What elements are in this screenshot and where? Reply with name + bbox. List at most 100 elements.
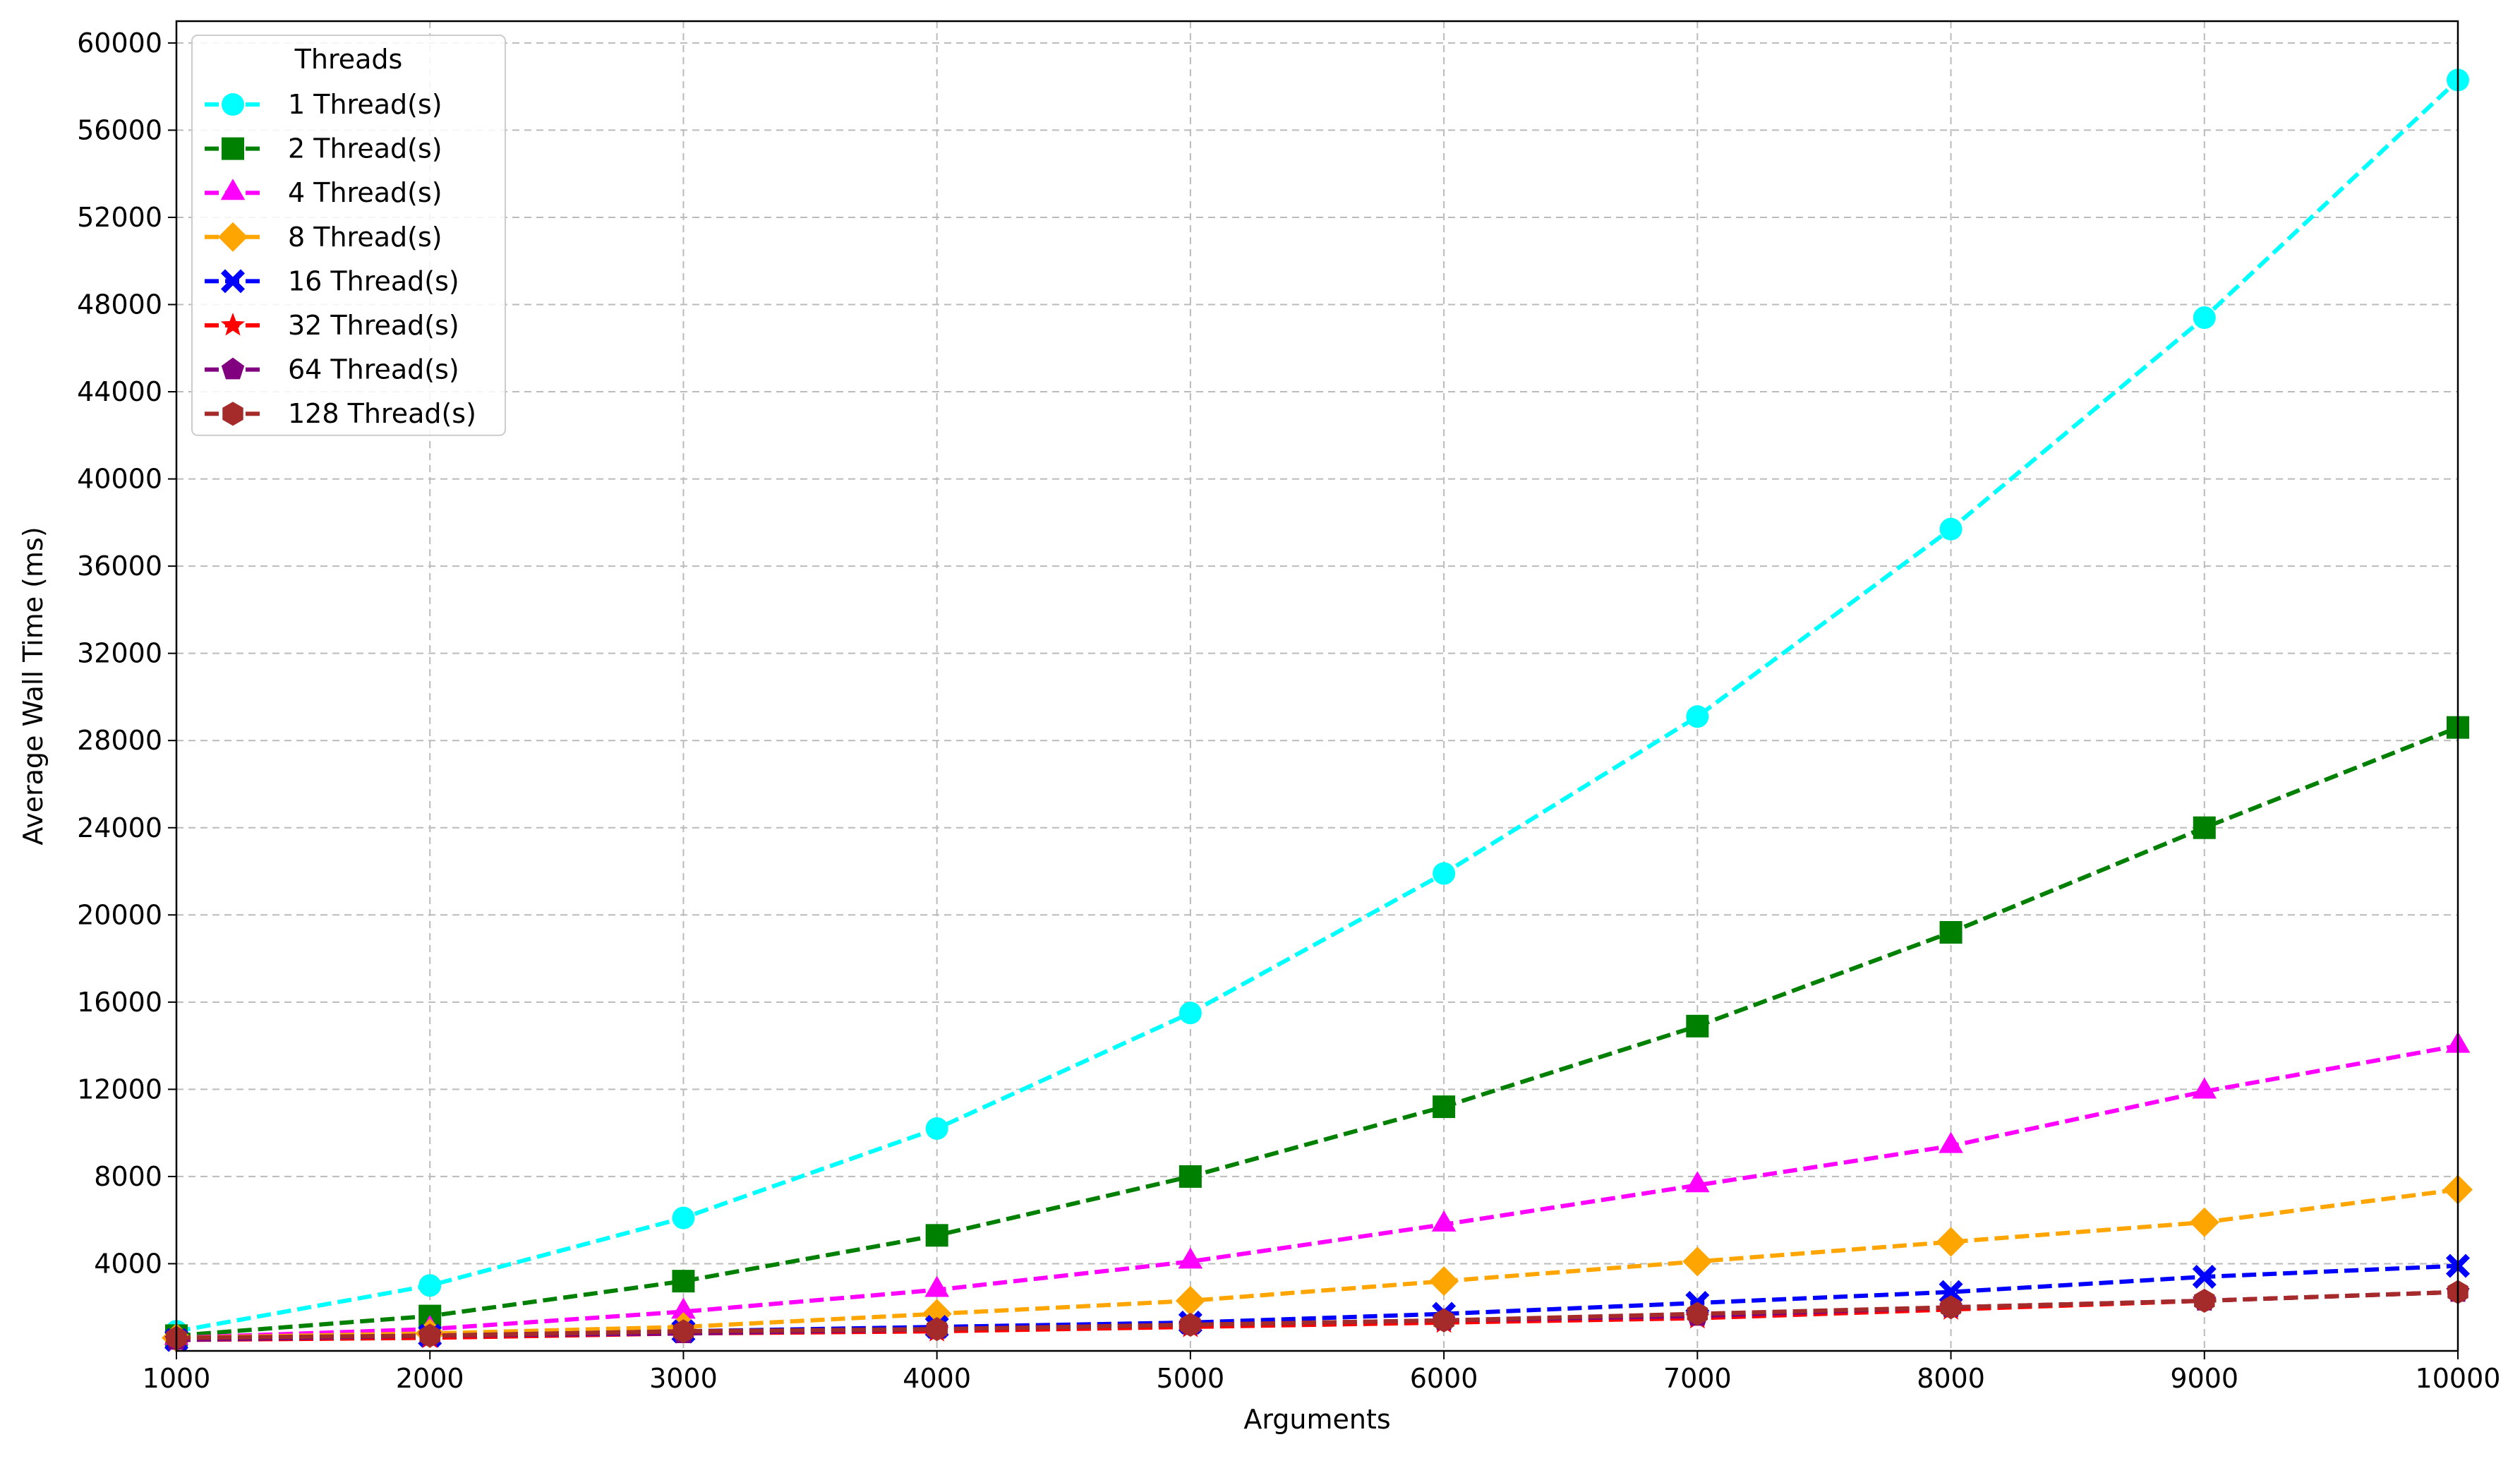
data-point: [1431, 1210, 1457, 1232]
y-tick-label: 8000: [94, 1161, 162, 1192]
y-tick-label: 36000: [77, 551, 162, 582]
data-point: [1433, 862, 1456, 885]
x-tick-label: 1000: [143, 1363, 211, 1394]
y-tick-label: 60000: [77, 28, 162, 59]
legend-label: 16 Thread(s): [288, 265, 459, 296]
y-tick-label: 20000: [77, 899, 162, 930]
series-2 Thread(s): [165, 716, 2469, 1347]
x-axis-label: Arguments: [1243, 1404, 1390, 1435]
legend-label: 1 Thread(s): [288, 89, 442, 120]
data-point: [1178, 1165, 1202, 1188]
legend-item: 64 Thread(s): [205, 354, 459, 385]
data-point: [2193, 306, 2216, 330]
legend-item: 8 Thread(s): [205, 222, 442, 253]
data-point: [1939, 921, 1963, 944]
data-point: [1939, 1131, 1963, 1153]
data-point: [1178, 1247, 1203, 1269]
x-tick-label: 8000: [1917, 1363, 1985, 1394]
data-point: [1686, 705, 1709, 728]
data-point: [2192, 1077, 2217, 1099]
y-tick-label: 32000: [77, 638, 162, 669]
data-point: [2194, 1288, 2215, 1313]
series-layer: [162, 68, 2473, 1353]
data-point: [925, 1117, 948, 1140]
data-point: [672, 1206, 695, 1229]
y-tick-label: 28000: [77, 725, 162, 756]
y-tick-label: 24000: [77, 812, 162, 843]
data-point: [926, 1317, 948, 1342]
legend-item: 4 Thread(s): [205, 177, 442, 208]
x-axis-ticks: 1000 2000 3000 4000 5000 6000 7000 8000 9000 1000…: [143, 1351, 2501, 1394]
legend-marker: [220, 313, 246, 336]
x-tick-label: 5000: [1157, 1363, 1225, 1394]
legend-item: 32 Thread(s): [205, 310, 459, 341]
legend-item: 128 Thread(s): [205, 398, 476, 429]
series-line: [176, 1187, 2459, 1340]
data-point: [1939, 1280, 1963, 1304]
x-tick-label: 4000: [903, 1363, 971, 1394]
series-line: [176, 1043, 2459, 1340]
data-point: [1936, 1227, 1966, 1257]
y-tick-label: 16000: [77, 987, 162, 1018]
y-tick-label: 44000: [77, 376, 162, 407]
x-tick-label: 3000: [649, 1363, 718, 1394]
data-point: [1687, 1301, 1708, 1326]
legend-label: 2 Thread(s): [288, 133, 442, 164]
data-point: [671, 1297, 696, 1319]
legend-label: 64 Thread(s): [288, 354, 459, 385]
data-point: [2192, 1264, 2217, 1289]
data-point: [672, 1270, 695, 1293]
legend-item: 1 Thread(s): [205, 89, 442, 120]
data-point: [1939, 517, 1963, 541]
data-point: [1180, 1312, 1201, 1337]
y-tick-label: 12000: [77, 1074, 162, 1105]
legend-box: [191, 35, 506, 436]
series-line: [176, 1289, 2459, 1340]
y-tick-label: 52000: [77, 202, 162, 233]
series-line: [176, 78, 2460, 1334]
data-point: [924, 1275, 949, 1297]
data-point: [418, 1274, 442, 1297]
data-point: [1940, 1295, 1962, 1320]
y-axis-ticks: 4000 8000 12000 16000 20000 24000 28000 32000 36…: [77, 28, 176, 1279]
data-point: [2193, 816, 2216, 839]
legend-label: 128 Thread(s): [288, 398, 476, 429]
data-point: [1175, 1285, 1205, 1316]
data-point: [1685, 1171, 1710, 1193]
plot-frame: [175, 20, 2459, 1352]
y-axis-label: Average Wall Time (ms): [18, 527, 49, 845]
legend-item: 2 Thread(s): [205, 133, 442, 164]
series-line: [176, 725, 2459, 1338]
x-tick-label: 9000: [2170, 1363, 2238, 1394]
data-point: [673, 1319, 694, 1344]
series-128 Thread(s): [166, 1280, 2468, 1350]
x-tick-label: 10000: [2416, 1363, 2501, 1394]
legend-marker: [221, 269, 245, 294]
legend-marker: [221, 357, 245, 380]
data-point: [925, 1224, 948, 1247]
legend-item: 16 Thread(s): [205, 265, 459, 296]
y-tick-label: 4000: [94, 1248, 162, 1279]
data-point: [1178, 1002, 1202, 1025]
legend-marker: [220, 179, 246, 200]
data-point: [1682, 1246, 1713, 1277]
data-point: [1433, 1095, 1456, 1119]
legend-title: Threads: [294, 44, 403, 75]
legend-marker: [222, 137, 244, 160]
data-point: [419, 1323, 440, 1348]
x-tick-label: 7000: [1663, 1363, 1732, 1394]
data-point: [1686, 1014, 1709, 1038]
y-tick-label: 56000: [77, 114, 162, 145]
data-point: [1429, 1266, 1459, 1297]
legend-label: 8 Thread(s): [288, 222, 442, 253]
legend: Threads 1 Thread(s) 2 Thread(s) 4 Thread(s)…: [191, 35, 506, 436]
y-tick-label: 40000: [77, 464, 162, 495]
legend-marker: [222, 402, 243, 426]
data-point: [2189, 1207, 2219, 1237]
y-tick-label: 48000: [77, 289, 162, 320]
legend-marker: [222, 93, 244, 116]
x-tick-label: 2000: [396, 1363, 464, 1394]
legend-label: 4 Thread(s): [288, 177, 442, 208]
x-tick-label: 6000: [1410, 1363, 1478, 1394]
